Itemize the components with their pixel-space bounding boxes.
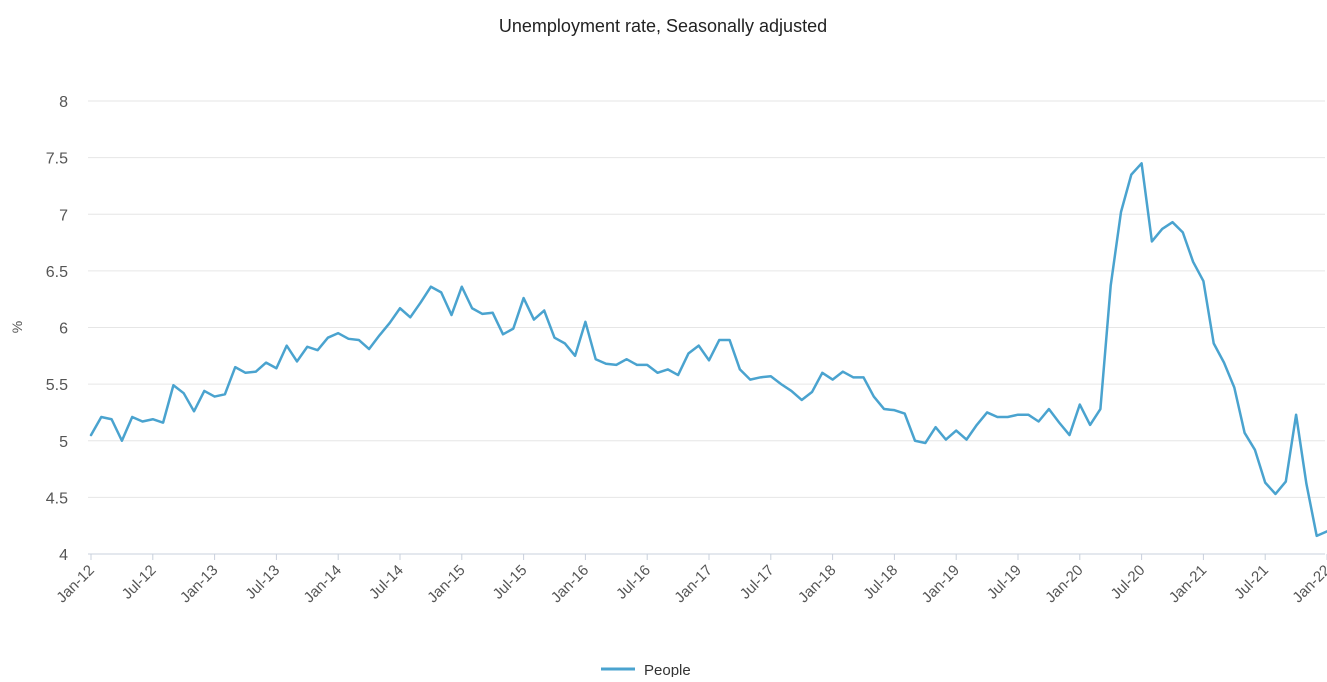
- x-tick-label: Jul-18: [860, 562, 901, 603]
- x-tick-label: Jan-20: [1042, 562, 1086, 606]
- x-tick-label: Jan-18: [795, 562, 839, 606]
- y-tick-label: 8: [59, 94, 68, 111]
- chart-title: Unemployment rate, Seasonally adjusted: [499, 16, 827, 36]
- x-tick-label: Jul-20: [1108, 562, 1149, 603]
- x-tick-label: Jan-21: [1166, 562, 1210, 606]
- legend[interactable]: People: [601, 662, 691, 679]
- y-tick-label: 4: [59, 547, 68, 564]
- grid-lines: [88, 100, 1325, 555]
- x-tick-label: Jan-12: [53, 562, 97, 606]
- x-tick-label: Jul-13: [242, 562, 283, 603]
- y-tick-label: 5: [59, 434, 68, 451]
- y-tick-label: 7: [59, 207, 68, 224]
- series-lines: [89, 162, 1327, 538]
- x-tick-label: Jul-19: [984, 562, 1025, 603]
- y-tick-label: 7.5: [46, 151, 68, 168]
- series-line-people[interactable]: [89, 162, 1327, 538]
- y-tick-label: 6.5: [46, 264, 68, 281]
- y-tick-label: 6: [59, 321, 68, 338]
- x-tick-label: Jan-13: [177, 562, 221, 606]
- x-tick-label: Jul-17: [737, 562, 778, 603]
- y-axis-ticks: 4 4.5 5 5.5 6 6.5 7 7.5 8: [46, 94, 68, 564]
- x-tick-label: Jan-17: [671, 562, 715, 606]
- x-axis-ticks: Jan-12 Jul-12 Jan-13 Jul-13 Jan-14 Jul-14 Jan-…: [53, 554, 1327, 606]
- x-tick-label: Jul-15: [490, 562, 531, 603]
- x-tick-label: Jan-19: [919, 562, 963, 606]
- y-axis-label: %: [9, 321, 25, 333]
- legend-label-people: People: [644, 662, 691, 677]
- y-tick-label: 5.5: [46, 377, 68, 394]
- x-tick-label: Jan-14: [301, 562, 345, 606]
- x-tick-label: Jul-14: [366, 562, 407, 603]
- x-tick-label: Jan-15: [424, 562, 468, 606]
- x-tick-label: Jul-16: [613, 562, 654, 603]
- x-tick-label: Jan-16: [548, 562, 592, 606]
- x-tick-label: Jan-22: [1289, 562, 1327, 606]
- y-tick-label: 4.5: [46, 490, 68, 507]
- x-tick-label: Jul-12: [119, 562, 160, 603]
- x-tick-label: Jul-21: [1231, 562, 1272, 603]
